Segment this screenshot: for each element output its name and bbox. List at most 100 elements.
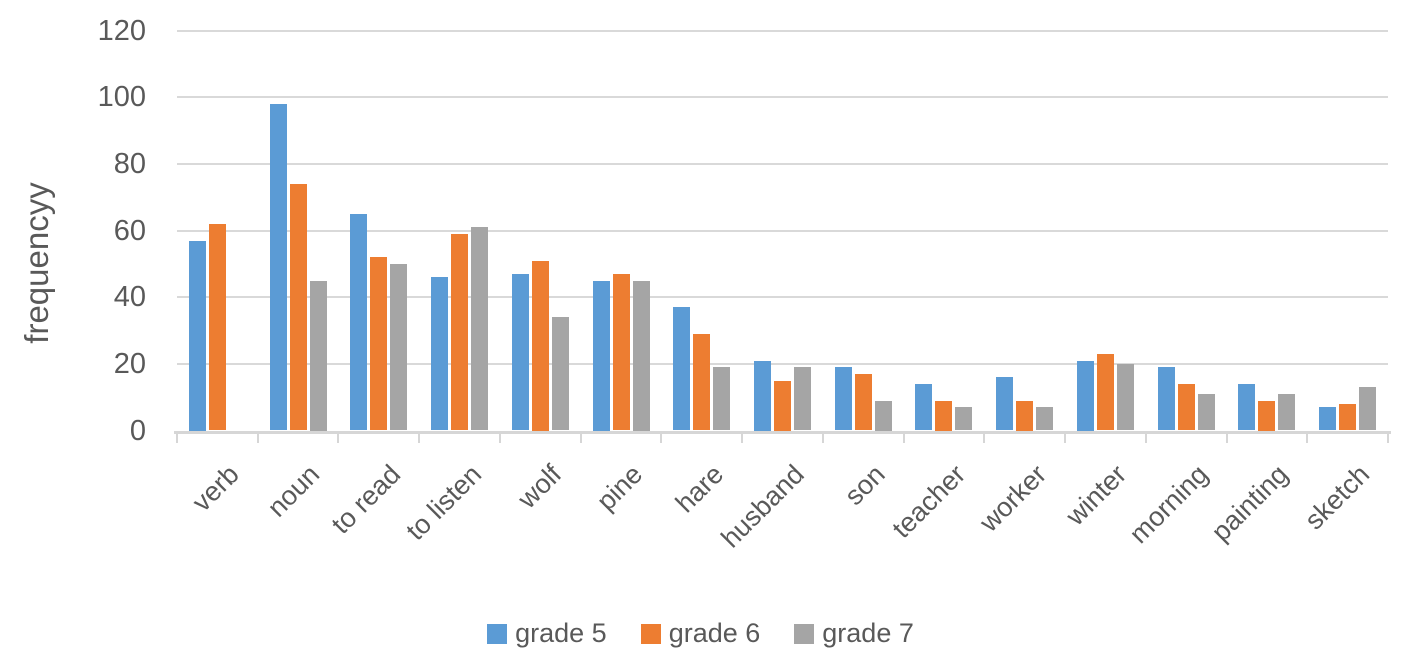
x-label-worker: worker (973, 459, 1052, 538)
bar-winter-grade-6 (1096, 353, 1114, 431)
bar-worker-grade-5 (996, 377, 1014, 431)
bar-teacher-grade-6 (935, 400, 953, 431)
legend-label-grade-7: grade 7 (822, 618, 914, 648)
bar-son-grade-7 (874, 400, 892, 431)
y-tick-label-100: 100 (97, 81, 146, 114)
y-tick-label-40: 40 (113, 281, 146, 314)
y-tick-label-60: 60 (113, 214, 146, 247)
x-label-noun: noun (261, 459, 326, 523)
x-label-to-listen: to listen (399, 459, 487, 547)
bar-husband-grade-6 (774, 380, 791, 431)
x-axis-tick (579, 433, 582, 443)
gridline-60 (177, 229, 1388, 232)
x-label-morning: morning (1123, 459, 1214, 550)
x-axis-tick (1064, 433, 1067, 443)
gridline-80 (177, 162, 1388, 165)
bar-son-grade-5 (834, 367, 852, 431)
bar-to-read-grade-5 (350, 213, 368, 431)
bar-worker-grade-7 (1036, 407, 1054, 431)
x-label-painting: painting (1206, 459, 1295, 548)
x-axis-line (174, 430, 1391, 434)
x-axis-tick (176, 433, 178, 443)
gridline-20 (177, 362, 1388, 365)
bar-husband-grade-5 (754, 360, 771, 431)
bar-noun-grade-5 (269, 103, 287, 431)
bar-pine-grade-5 (592, 280, 610, 431)
x-axis-tick (1387, 433, 1389, 443)
x-axis-tick (418, 433, 421, 443)
x-axis-tick (660, 433, 663, 443)
bar-winter-grade-5 (1076, 360, 1094, 431)
x-label-husband: husband (715, 459, 810, 554)
bar-painting-grade-6 (1258, 400, 1276, 431)
x-axis-tick (741, 433, 744, 443)
bar-worker-grade-6 (1016, 400, 1034, 431)
legend-item-grade-7: grade 7 (794, 618, 914, 649)
x-label-to-read: to read (325, 459, 407, 540)
bar-husband-grade-7 (794, 367, 811, 431)
x-axis-tick (1306, 433, 1309, 443)
bar-morning-grade-7 (1197, 393, 1215, 431)
bar-winter-grade-7 (1116, 363, 1134, 431)
bar-wolf-grade-6 (531, 260, 549, 431)
x-label-winter: winter (1060, 459, 1133, 532)
x-label-verb: verb (186, 459, 245, 518)
y-tick-label-0: 0 (129, 414, 146, 447)
x-axis-tick (1225, 433, 1228, 443)
bar-wolf-grade-5 (511, 273, 529, 431)
bar-noun-grade-7 (309, 280, 327, 431)
bar-sketch-grade-7 (1359, 387, 1377, 431)
legend-item-grade-5: grade 5 (487, 618, 607, 649)
bar-to-listen-grade-5 (431, 277, 449, 431)
x-label-pine: pine (590, 459, 649, 517)
bar-to-read-grade-6 (370, 257, 388, 431)
x-axis-tick (256, 433, 259, 443)
bar-teacher-grade-7 (955, 407, 973, 431)
bar-morning-grade-5 (1157, 367, 1175, 431)
bar-hare-grade-6 (693, 333, 711, 431)
legend-item-grade-6: grade 6 (640, 618, 761, 649)
legend-swatch-icon-grade-6 (640, 623, 661, 644)
gridline-100 (177, 96, 1388, 99)
x-label-teacher: teacher (886, 459, 972, 544)
bar-verb-grade-6 (208, 223, 226, 431)
y-axis-title: frequencyy (18, 182, 55, 344)
y-tick-label-80: 80 (113, 147, 146, 180)
bar-hare-grade-5 (673, 307, 691, 431)
bar-to-listen-grade-7 (471, 227, 489, 431)
bar-son-grade-6 (854, 373, 872, 431)
x-label-sketch: sketch (1298, 459, 1375, 536)
legend-label-grade-6: grade 6 (668, 618, 761, 648)
x-label-son: son (838, 459, 891, 512)
legend-swatch-icon-grade-5 (487, 623, 508, 644)
x-axis-tick (337, 433, 340, 443)
bar-to-listen-grade-6 (451, 233, 469, 431)
x-axis-tick (498, 433, 501, 443)
y-tick-label-120: 120 (97, 14, 146, 47)
y-tick-label-20: 20 (113, 347, 146, 380)
bar-hare-grade-7 (713, 367, 731, 431)
legend: grade 5 grade 6 grade 7 (0, 618, 1401, 649)
bar-teacher-grade-5 (915, 383, 933, 431)
bar-pine-grade-6 (612, 273, 630, 431)
x-axis-tick (902, 433, 905, 443)
x-axis-tick (983, 433, 986, 443)
bar-sketch-grade-6 (1339, 403, 1357, 431)
bar-to-read-grade-7 (390, 263, 408, 431)
x-axis-tick (1144, 433, 1147, 443)
bar-wolf-grade-7 (551, 317, 569, 431)
bar-painting-grade-7 (1278, 393, 1296, 431)
bar-morning-grade-6 (1177, 383, 1195, 431)
bar-sketch-grade-5 (1319, 407, 1337, 431)
bar-painting-grade-5 (1238, 383, 1256, 431)
legend-swatch-icon-grade-7 (794, 623, 815, 644)
gridline-120 (177, 29, 1388, 32)
legend-label-grade-5: grade 5 (515, 618, 607, 648)
bar-verb-grade-5 (188, 240, 206, 431)
bar-pine-grade-7 (632, 280, 650, 431)
gridline-40 (177, 296, 1388, 299)
x-label-wolf: wolf (512, 459, 568, 515)
x-label-hare: hare (669, 459, 729, 519)
x-axis-tick (821, 433, 824, 443)
